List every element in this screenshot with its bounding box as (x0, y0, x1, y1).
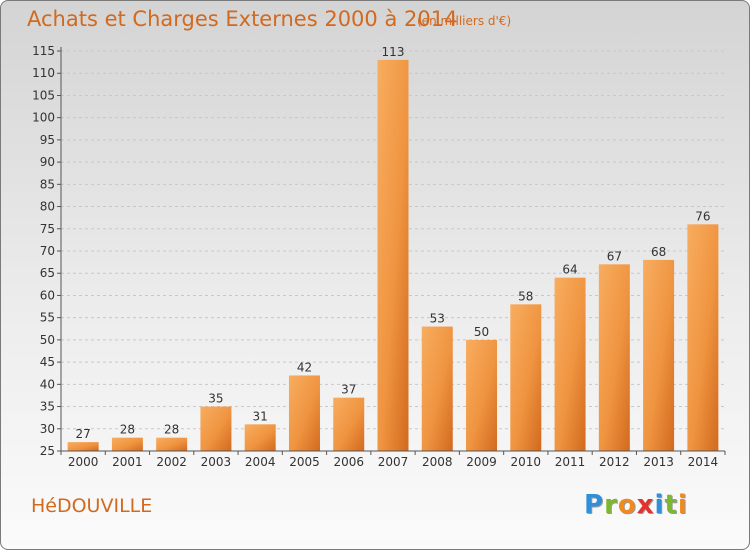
logo-letter: i (677, 490, 688, 520)
y-tick-label: 65 (40, 266, 55, 280)
logo-letter: i (654, 490, 665, 520)
data-label: 28 (164, 423, 179, 437)
logo-letter: x (636, 490, 655, 520)
y-tick-label: 85 (40, 177, 55, 191)
chart-title: Achats et Charges Externes 2000 à 2014 (27, 7, 458, 31)
bar (510, 304, 542, 451)
x-tick-label: 2001 (112, 455, 143, 469)
bar (200, 406, 232, 451)
logo-letter: t (664, 490, 678, 520)
commune-name: HéDOUVILLE (31, 495, 153, 517)
chart-subtitle: (en milliers d'€) (417, 14, 512, 28)
bar (377, 59, 409, 452)
x-tick-label: 2008 (422, 455, 453, 469)
data-label: 68 (651, 245, 666, 259)
y-tick-label: 25 (40, 444, 55, 458)
bar (421, 326, 453, 451)
data-label: 35 (208, 392, 223, 406)
logo-letter: o (617, 490, 637, 520)
y-tick-label: 95 (40, 133, 55, 147)
y-tick-label: 115 (32, 44, 55, 58)
bar (244, 424, 276, 451)
x-tick-label: 2014 (688, 455, 719, 469)
data-labels: 27 28 28 35 31 42 37 113 53 50 58 64 67 68 76 (75, 45, 710, 441)
data-label: 42 (297, 360, 312, 374)
bar (288, 375, 320, 451)
bar (67, 442, 99, 451)
data-label: 64 (562, 263, 577, 277)
y-tick-label: 50 (40, 333, 55, 347)
data-label: 58 (518, 289, 533, 303)
proxiti-logo: Proxiti (584, 490, 688, 520)
y-tick-label: 60 (40, 288, 55, 302)
bar (156, 437, 188, 451)
bar (333, 397, 365, 451)
axes (60, 47, 725, 452)
x-tick-label: 2013 (643, 455, 674, 469)
data-label: 76 (695, 209, 710, 223)
y-tick-label: 100 (32, 111, 55, 125)
x-tick-label: 2009 (466, 455, 497, 469)
y-tick-label: 75 (40, 222, 55, 236)
x-tick-label: 2010 (511, 455, 542, 469)
y-tick-label: 55 (40, 311, 55, 325)
x-tick-label: 2012 (599, 455, 630, 469)
y-tick-label: 40 (40, 377, 55, 391)
x-tick-label: 2011 (555, 455, 586, 469)
bar (598, 264, 630, 451)
y-tick-label: 80 (40, 200, 55, 214)
bars (67, 59, 719, 452)
data-label: 113 (382, 45, 405, 59)
data-label: 53 (430, 312, 445, 326)
x-tick-label: 2003 (201, 455, 232, 469)
y-axis-ticks: 25 30 35 40 45 50 55 60 65 70 75 80 85 90 95 100 105 110 1… (32, 44, 61, 458)
x-tick-label: 2006 (333, 455, 364, 469)
x-tick-label: 2000 (68, 455, 99, 469)
bar (466, 339, 498, 451)
data-label: 31 (253, 409, 268, 423)
y-tick-label: 110 (32, 66, 55, 80)
bar (111, 437, 143, 451)
data-label: 27 (75, 427, 90, 441)
bar (643, 259, 675, 451)
data-label: 28 (120, 423, 135, 437)
bar (687, 224, 719, 451)
y-tick-label: 70 (40, 244, 55, 258)
data-label: 67 (607, 249, 622, 263)
y-tick-label: 105 (32, 88, 55, 102)
bar (554, 277, 586, 451)
x-tick-label: 2002 (156, 455, 187, 469)
x-tick-label: 2004 (245, 455, 276, 469)
y-tick-label: 45 (40, 355, 55, 369)
x-axis-ticks: 2000 2001 2002 2003 2004 2005 2006 2007 2008 2009… (60, 451, 726, 469)
y-tick-label: 35 (40, 400, 55, 414)
data-label: 37 (341, 383, 356, 397)
y-tick-label: 90 (40, 155, 55, 169)
y-tick-label: 30 (40, 422, 55, 436)
data-label: 50 (474, 325, 489, 339)
x-tick-label: 2005 (289, 455, 320, 469)
x-tick-label: 2007 (378, 455, 409, 469)
logo-letter: P (584, 490, 605, 520)
logo-letter: r (604, 490, 618, 520)
